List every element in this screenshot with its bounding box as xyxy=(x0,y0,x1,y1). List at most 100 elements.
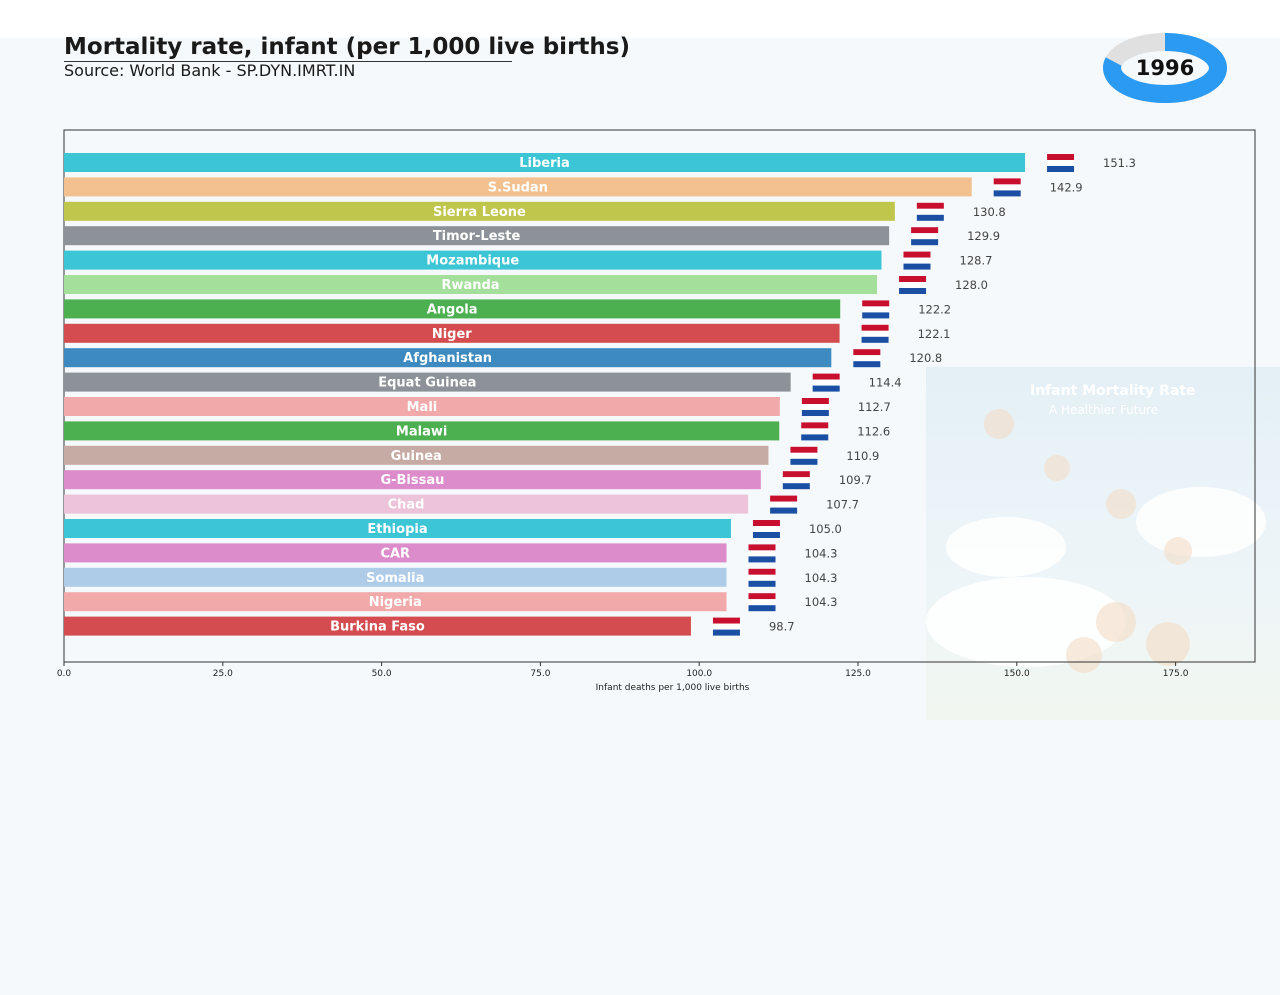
value-label: 104.3 xyxy=(805,546,838,560)
family-figure xyxy=(1146,622,1190,666)
bar-13 xyxy=(64,470,761,490)
bar-0 xyxy=(64,153,1026,172)
bar-5 xyxy=(64,275,878,294)
value-label: 112.7 xyxy=(858,400,891,414)
flag-mali-icon xyxy=(801,398,829,416)
top-band xyxy=(0,0,1280,38)
illustration-title: Infant Mortality Rate xyxy=(1030,383,1196,399)
value-label: 128.7 xyxy=(960,254,993,268)
flag-south-sudan-icon xyxy=(993,178,1021,197)
flag-burkina-faso-icon xyxy=(712,617,740,636)
bar-11 xyxy=(64,421,780,441)
bar-label: Mali xyxy=(407,400,438,415)
bar-15 xyxy=(64,519,731,538)
flag-malawi-icon xyxy=(801,422,829,441)
flag-angola-icon xyxy=(862,300,890,319)
flag-niger-icon xyxy=(861,324,889,343)
value-label: 128.0 xyxy=(955,278,988,292)
bar-label: Equat Guinea xyxy=(378,376,476,391)
year-label: 1996 xyxy=(1136,56,1194,80)
bar-3 xyxy=(64,226,890,246)
cloud-shape xyxy=(946,517,1066,577)
value-label: 98.7 xyxy=(769,620,795,634)
value-label: 122.1 xyxy=(918,327,951,341)
flag-afghanistan-icon xyxy=(853,349,881,368)
bar-6 xyxy=(64,299,841,319)
value-label: 142.9 xyxy=(1050,180,1083,194)
bar-10 xyxy=(64,397,780,416)
family-figure xyxy=(1164,537,1192,565)
x-axis-label: Infant deaths per 1,000 live births xyxy=(596,683,750,693)
flag-nigeria-icon xyxy=(748,593,776,612)
flag-chad-icon xyxy=(770,495,798,514)
bar-chart: Liberia 151.3 S.Sudan 142.9 Sierra Leone 130.… xyxy=(57,129,1256,693)
value-label: 151.3 xyxy=(1103,156,1136,170)
value-label: 107.7 xyxy=(826,498,859,512)
bar-19 xyxy=(64,616,691,636)
bar-label: Rwanda xyxy=(441,278,499,293)
flag-guinea-icon xyxy=(790,446,818,465)
value-label: 114.4 xyxy=(869,376,902,390)
bar-label: Chad xyxy=(388,498,425,513)
flag-sierra-leone-icon xyxy=(916,202,944,221)
value-label: 120.8 xyxy=(909,351,942,365)
bar-7 xyxy=(64,323,840,343)
bar-16 xyxy=(64,543,727,563)
bar-18 xyxy=(64,592,727,612)
bar-14 xyxy=(64,494,749,514)
x-tick-label: 50.0 xyxy=(372,669,392,679)
value-label: 104.3 xyxy=(805,571,838,585)
bar-label: Liberia xyxy=(519,156,570,171)
bar-17 xyxy=(64,567,727,587)
flag-ethiopia-icon xyxy=(752,520,780,538)
x-tick-label: 125.0 xyxy=(845,669,871,679)
flag-timor-leste-icon xyxy=(911,227,939,246)
x-tick-label: 75.0 xyxy=(530,669,550,679)
flag-car-icon xyxy=(748,544,776,563)
flag-mozambique-icon xyxy=(903,251,931,270)
bar-label: Ethiopia xyxy=(367,522,427,537)
family-figure xyxy=(1106,489,1136,519)
family-figure xyxy=(1044,455,1070,481)
flag-guinea-bissau-icon xyxy=(782,471,810,490)
bar-label: Malawi xyxy=(396,424,447,439)
value-label: 104.3 xyxy=(805,595,838,609)
bar-label: Sierra Leone xyxy=(433,205,526,220)
bar-2 xyxy=(64,201,895,221)
background-illustration xyxy=(926,367,1280,720)
family-figure xyxy=(1066,637,1102,673)
value-label: 122.2 xyxy=(918,302,951,316)
bar-label: Somalia xyxy=(366,571,424,586)
value-label: 112.6 xyxy=(857,424,890,438)
bar-8 xyxy=(64,348,832,368)
x-tick-label: 175.0 xyxy=(1163,669,1189,679)
bar-12 xyxy=(64,445,769,465)
flag-liberia-icon xyxy=(1047,154,1075,172)
bar-label: G-Bissau xyxy=(380,473,444,488)
x-tick-label: 100.0 xyxy=(686,669,712,679)
flag-equatorial-guinea-icon xyxy=(812,373,840,392)
bar-label: Guinea xyxy=(391,449,442,464)
plot-frame xyxy=(63,129,1256,663)
x-tick-label: 25.0 xyxy=(213,669,233,679)
value-label: 129.9 xyxy=(967,229,1000,243)
bar-label: Nigeria xyxy=(369,595,422,610)
bar-label: CAR xyxy=(380,546,410,561)
year-progress-donut: 1996 xyxy=(1103,33,1227,103)
bar-9 xyxy=(64,372,791,392)
bar-label: Mozambique xyxy=(426,254,519,269)
value-label: 130.8 xyxy=(973,205,1006,219)
illustration-subtitle: A Healthier Future xyxy=(1049,403,1159,417)
bar-label: Timor-Leste xyxy=(433,229,521,244)
flag-rwanda-icon xyxy=(899,276,927,294)
bar-4 xyxy=(64,250,882,270)
bar-label: Burkina Faso xyxy=(330,620,425,635)
x-tick-label: 0.0 xyxy=(57,669,72,679)
title-underline xyxy=(64,61,512,62)
x-tick-label: 150.0 xyxy=(1004,669,1030,679)
chart-title: Mortality rate, infant (per 1,000 live b… xyxy=(64,34,630,60)
bar-label: Angola xyxy=(427,302,478,317)
year-progress-arc xyxy=(1103,33,1227,103)
bar-label: S.Sudan xyxy=(488,180,548,195)
family-figure xyxy=(1096,602,1136,642)
